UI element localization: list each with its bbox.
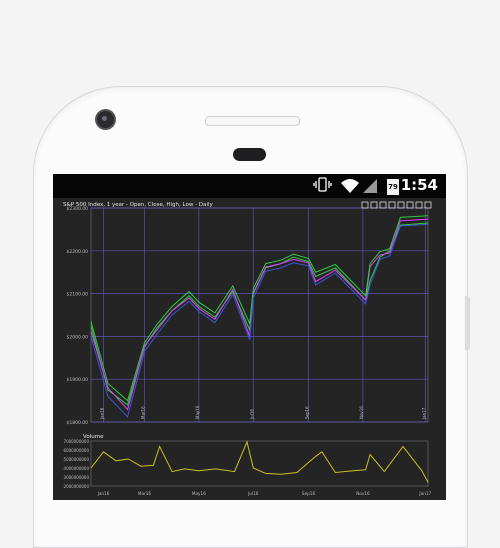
price-ytick-label: $2000.00 (67, 334, 89, 340)
volume-xtick-label: Jan16 (97, 491, 110, 496)
front-camera (97, 111, 114, 128)
price-xtick-label: Mar16 (140, 406, 145, 419)
volume-ytick-label: 5000000000 (64, 457, 90, 462)
price-series-open (90, 222, 429, 406)
save-icon (415, 201, 423, 209)
phone-screen: 79 1:54 S&P 500 Index, 1 year - Open, Cl… (53, 174, 446, 500)
volume-series-line (90, 440, 429, 483)
power-button[interactable] (465, 296, 470, 350)
volume-ytick-label: 2000000000 (64, 484, 90, 489)
price-chart-title: S&P 500 Index, 1 year - Open, Close, Hig… (63, 202, 214, 208)
chart-area: S&P 500 Index, 1 year - Open, Close, Hig… (53, 198, 446, 500)
zoom-box-icon (379, 201, 387, 209)
volume-ytick-label: 6000000000 (64, 448, 90, 453)
volume-xtick-label: May16 (192, 491, 206, 496)
price-xtick-label: Nov16 (359, 406, 364, 419)
price-series-low (90, 223, 429, 418)
volume-xtick-label: Jan17 (418, 491, 431, 496)
battery-icon: 79 (387, 179, 399, 195)
price-ytick-label: $2300.00 (67, 206, 89, 212)
settings-icon (424, 201, 432, 209)
price-xtick-label: May16 (195, 405, 200, 419)
price-ytick-label: $1800.00 (67, 420, 89, 426)
volume-xtick-label: Nov16 (356, 491, 370, 496)
volume-ytick-label: 4000000000 (64, 466, 90, 471)
volume-ytick-label: 3000000000 (64, 475, 90, 480)
volume-xtick-label: Sep16 (302, 491, 316, 496)
price-ytick-label: $1900.00 (67, 377, 89, 383)
move-icon (361, 201, 369, 209)
status-time: 1:54 (400, 176, 438, 194)
status-bar: 79 1:54 (53, 174, 446, 198)
price-plot-frame (90, 207, 429, 423)
cell-signal-icon (363, 179, 377, 193)
volume-ytick-label: 7000000000 (64, 439, 90, 444)
volume-xtick-label: Mar16 (138, 491, 152, 496)
wifi-icon (341, 179, 359, 193)
proximity-sensor (233, 148, 266, 161)
price-xtick-label: Sep16 (305, 406, 310, 419)
volume-plot-frame (90, 440, 429, 487)
reset-icon (406, 201, 414, 209)
price-xtick-label: Jan16 (99, 407, 104, 420)
zoom-out-icon (388, 201, 396, 209)
earpiece-speaker (205, 116, 300, 126)
price-ytick-label: $2200.00 (67, 249, 89, 255)
vibrate-icon (313, 177, 332, 192)
price-ytick-label: $2100.00 (67, 292, 89, 298)
price-xtick-label: Jan17 (421, 407, 426, 420)
price-xtick-label: Jul16 (249, 409, 254, 420)
zoom-icon (370, 201, 378, 209)
chart-canvas: S&P 500 Index, 1 year - Open, Close, Hig… (63, 201, 432, 496)
pan-icon (397, 201, 405, 209)
price-series-high (90, 215, 429, 402)
volume-chart-title: Volume (83, 434, 104, 440)
volume-xtick-label: Jul16 (247, 491, 259, 496)
price-series-close (90, 218, 429, 411)
